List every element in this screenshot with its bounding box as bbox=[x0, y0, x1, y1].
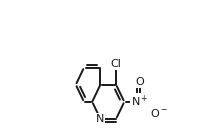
Text: N$^+$: N$^+$ bbox=[131, 94, 149, 109]
Text: O$^-$: O$^-$ bbox=[150, 107, 168, 119]
Text: Cl: Cl bbox=[111, 59, 122, 69]
Text: N: N bbox=[96, 114, 105, 124]
Text: O: O bbox=[136, 77, 144, 87]
